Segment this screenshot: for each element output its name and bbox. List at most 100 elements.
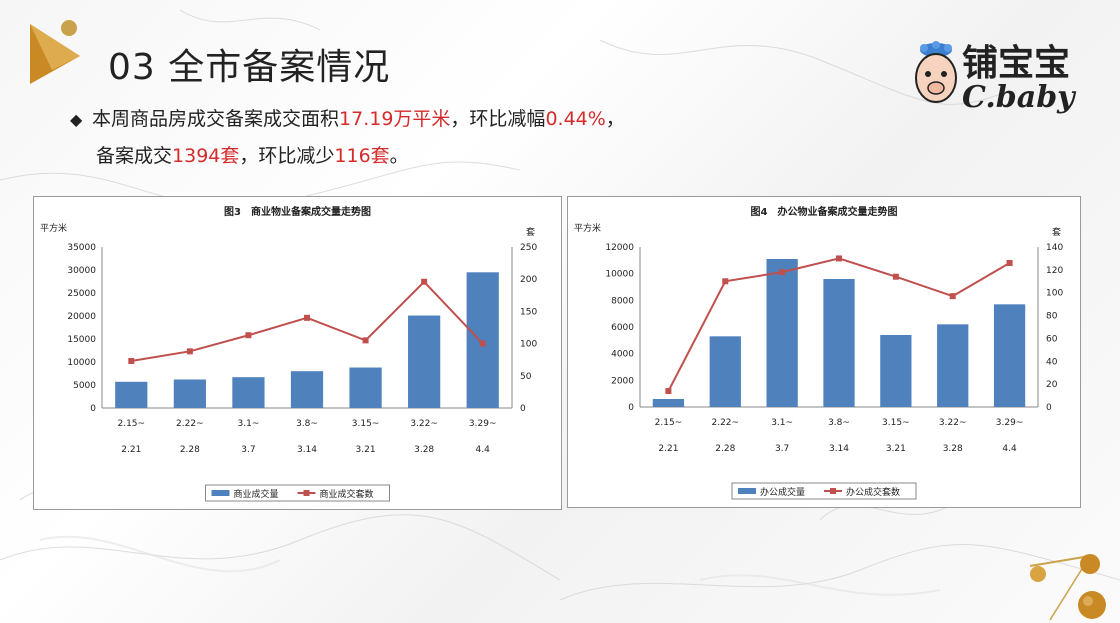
- line-point: [128, 357, 135, 364]
- y-tick-right: 140: [1046, 243, 1063, 253]
- x-tick-label: 2.22~: [176, 419, 204, 429]
- summary-text: ◆ 本周商品房成交备案成交面积17.19万平米，环比减幅0.44%， 备案成交13…: [70, 101, 625, 174]
- x-tick-label: 3.21: [356, 445, 376, 455]
- title-triangle-icon: [30, 20, 80, 84]
- y-tick-right: 80: [1046, 312, 1058, 322]
- units-value: 1394套: [172, 145, 240, 167]
- area-value: 17.19万平米: [339, 108, 451, 130]
- x-tick-label: 3.15~: [882, 418, 910, 428]
- legend-label: 商业成交套数: [320, 488, 374, 500]
- x-tick-label: 3.8~: [828, 418, 850, 428]
- x-tick-label: 3.28: [414, 445, 434, 455]
- diamond-bullet-icon: ◆: [70, 110, 83, 129]
- x-tick-label: 3.21: [886, 444, 906, 454]
- y-tick-right: 250: [520, 243, 537, 253]
- summary-line-2: 备案成交1394套，环比减少116套。: [96, 145, 409, 167]
- x-tick-label: 3.7: [241, 445, 255, 455]
- y-tick-left: 30000: [67, 266, 96, 276]
- bar: [408, 315, 441, 408]
- legend-bar-swatch: [211, 490, 230, 496]
- x-tick-label: 2.21: [121, 445, 141, 455]
- area-change-rate: 0.44%: [545, 108, 606, 130]
- legend-bar-swatch: [738, 488, 756, 494]
- x-tick-label: 2.28: [715, 444, 735, 454]
- x-tick-label: 2.22~: [711, 418, 739, 428]
- x-tick-label: 3.1~: [771, 418, 793, 428]
- bar: [349, 367, 382, 408]
- y-tick-left: 12000: [605, 243, 634, 253]
- y-axis-label-left: 平方米: [574, 222, 601, 234]
- x-tick-label: 3.28: [943, 444, 963, 454]
- bar: [232, 377, 265, 408]
- y-tick-left: 5000: [73, 381, 96, 391]
- summary-line-1: ◆ 本周商品房成交备案成交面积17.19万平米，环比减幅0.44%，: [70, 101, 625, 138]
- x-tick-label: 3.22~: [410, 419, 438, 429]
- chart-title: 图3 商业物业备案成交量走势图: [224, 205, 371, 218]
- y-tick-left: 0: [90, 404, 96, 414]
- y-tick-left: 25000: [67, 289, 96, 299]
- y-tick-right: 0: [1046, 403, 1052, 413]
- bar: [173, 379, 206, 408]
- legend-label: 办公成交量: [760, 486, 805, 498]
- y-tick-right: 150: [520, 307, 537, 317]
- bar: [652, 399, 685, 407]
- x-tick-label: 3.7: [775, 444, 789, 454]
- gold-balls-decoration-icon: [1029, 554, 1106, 621]
- x-tick-label: 3.8~: [296, 419, 318, 429]
- units-change: 116套: [334, 145, 390, 167]
- line-point: [245, 332, 252, 339]
- y-tick-left: 15000: [67, 335, 96, 345]
- line-point: [186, 348, 193, 355]
- y-tick-left: 8000: [611, 296, 634, 306]
- y-tick-left: 6000: [611, 323, 634, 333]
- line-point: [1006, 260, 1013, 266]
- bar: [115, 381, 148, 408]
- bar: [290, 371, 324, 408]
- y-tick-left: 35000: [67, 243, 96, 253]
- y-tick-right: 50: [520, 372, 532, 382]
- bar: [823, 279, 855, 407]
- x-tick-label: 3.1~: [237, 419, 259, 429]
- x-tick-label: 2.21: [658, 444, 678, 454]
- bar: [709, 336, 741, 407]
- line-point: [421, 278, 428, 285]
- y-tick-right: 60: [1046, 334, 1058, 344]
- y-tick-right: 120: [1046, 266, 1063, 276]
- line-point: [949, 293, 956, 300]
- office-chart: 图4 办公物业备案成交量走势图 平方米套 0 2000 4000 6000 8000 1000…: [567, 196, 1081, 508]
- y-tick-left: 10000: [67, 358, 96, 368]
- y-tick-right: 100: [1046, 289, 1063, 299]
- y-axis-label-right: 套: [1052, 226, 1061, 238]
- page-title: 03 全市备案情况: [108, 47, 391, 88]
- y-tick-left: 0: [628, 403, 634, 413]
- y-tick-right: 40: [1046, 357, 1058, 367]
- commercial-chart: 图3 商业物业备案成交量走势图 平方米 套 0 5000 10000 15000 20000 2…: [33, 196, 562, 510]
- line-point: [479, 340, 486, 347]
- line-point: [362, 337, 369, 344]
- line-point: [304, 314, 310, 321]
- x-tick-label: 3.15~: [352, 419, 380, 429]
- x-tick-label: 3.22~: [939, 418, 967, 428]
- y-axis-label-left: 平方米: [40, 222, 67, 234]
- line-point: [892, 273, 899, 280]
- y-tick-left: 4000: [611, 350, 634, 360]
- line-point: [779, 269, 786, 276]
- legend-line-marker: [303, 490, 310, 496]
- y-tick-left: 10000: [605, 270, 634, 280]
- bar: [466, 272, 499, 408]
- x-tick-label: 3.14: [297, 445, 317, 455]
- y-tick-right: 200: [520, 275, 537, 285]
- y-axis-label-right: 套: [526, 226, 535, 238]
- bar: [880, 335, 912, 407]
- x-tick-label: 3.14: [829, 444, 849, 454]
- line-point: [722, 278, 729, 285]
- y-tick-right: 100: [520, 340, 537, 350]
- logo-name: 铺宝宝: [962, 42, 1071, 84]
- x-tick-label: 2.28: [180, 445, 200, 455]
- line-point: [836, 255, 842, 262]
- y-tick-right: 20: [1046, 380, 1058, 390]
- bar: [993, 304, 1026, 407]
- x-tick-label: 4.4: [1002, 444, 1017, 454]
